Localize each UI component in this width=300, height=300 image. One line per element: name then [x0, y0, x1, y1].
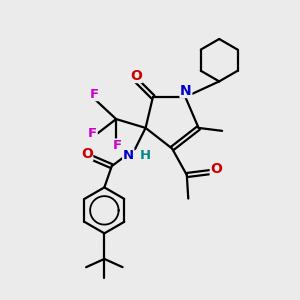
Text: F: F — [113, 139, 122, 152]
Text: N: N — [180, 83, 192, 98]
Text: F: F — [89, 88, 99, 100]
Text: N: N — [180, 83, 192, 98]
Text: O: O — [210, 162, 222, 176]
Text: F: F — [89, 88, 99, 100]
Text: O: O — [130, 68, 142, 83]
Text: F: F — [88, 127, 97, 140]
Text: O: O — [130, 68, 142, 83]
Text: F: F — [88, 127, 97, 140]
Text: O: O — [210, 162, 222, 176]
Text: F: F — [113, 139, 122, 152]
Text: N: N — [123, 148, 134, 161]
Text: O: O — [81, 147, 93, 161]
Text: O: O — [81, 147, 93, 161]
Text: H: H — [140, 148, 151, 161]
Text: N: N — [123, 148, 134, 161]
Text: H: H — [140, 148, 151, 161]
